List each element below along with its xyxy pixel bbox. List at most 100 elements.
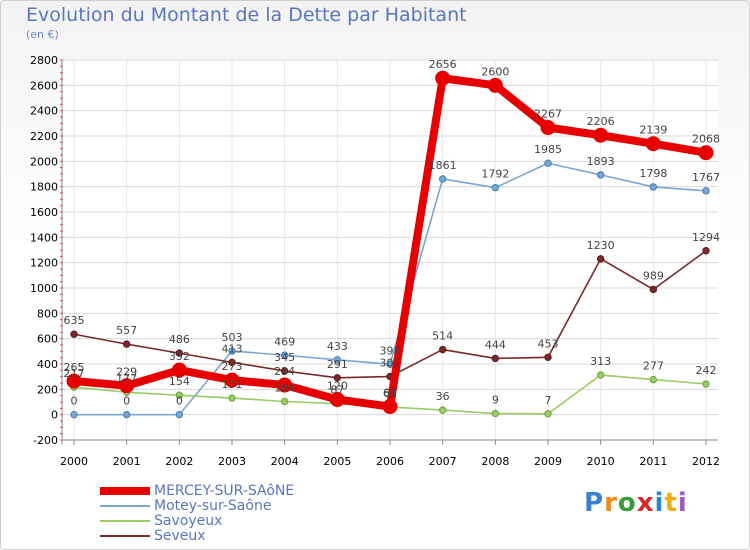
data-label: 2068 [692,133,720,146]
data-point [649,285,658,294]
data-point [649,183,658,191]
data-point [119,378,135,394]
data-label: 64 [383,387,397,400]
proxiti-logo: Proxiti [584,488,688,518]
x-tick-label: 2006 [376,455,404,468]
data-label: 61 [383,387,397,400]
data-point [544,410,552,418]
data-label: 433 [327,340,348,353]
data-point [596,171,605,179]
y-tick-label: 2600 [30,79,58,92]
data-label: 398 [380,344,401,357]
y-tick-label: 0 [51,409,58,422]
y-tick-label: 1200 [30,257,58,270]
legend-label: Seveux [154,528,206,544]
data-label: 313 [590,355,611,368]
x-tick-label: 2011 [639,455,667,468]
x-tick-label: 2004 [271,455,299,468]
data-label: 635 [64,314,85,327]
logo-letter: r [604,488,618,518]
data-point [224,372,240,388]
data-label: 453 [538,337,559,350]
data-point [544,353,552,361]
data-label: 273 [222,360,243,373]
y-tick-label: 1800 [30,181,58,194]
data-point [280,367,289,375]
data-point [487,77,503,93]
y-tick-label: 2000 [30,155,58,168]
data-label: 0 [123,395,130,408]
logo-letter: i [654,488,665,518]
data-label: 229 [116,366,137,379]
data-point [593,127,609,143]
chart-subtitle: (en €) [26,28,59,41]
data-label: 1294 [692,231,720,244]
data-label: 1985 [534,143,562,156]
data-point [698,145,714,161]
logo-letter: i [677,488,688,518]
data-point [329,391,345,407]
data-label: 345 [274,351,295,364]
logo-letter: x [636,488,655,518]
data-point [70,330,78,338]
data-label: 177 [116,372,137,385]
data-label: 1861 [429,159,457,172]
y-tick-label: 200 [37,383,58,396]
data-point [438,175,447,183]
data-point [175,349,184,357]
data-label: 1893 [587,155,615,168]
data-label: 352 [169,350,190,363]
legend-label: Motey-sur-Saône [154,498,272,514]
data-point [438,406,447,414]
legend-label: Savoyeux [154,513,223,529]
data-point [491,409,500,418]
y-tick-label: 600 [37,333,58,346]
data-point [333,356,342,364]
data-label: 444 [485,338,506,351]
data-label: 120 [327,379,348,392]
data-label: 0 [71,395,78,408]
data-point [277,377,293,393]
x-tick-label: 2002 [165,455,193,468]
data-point [596,371,605,379]
y-tick-label: 2200 [30,130,58,143]
data-label: 503 [222,331,243,344]
data-point [175,410,184,419]
data-point [702,247,710,255]
data-point [333,374,342,382]
x-tick-label: 2012 [692,455,720,468]
data-label: 154 [169,375,190,388]
data-label: 1792 [481,168,509,181]
data-point [645,136,661,152]
data-label: 486 [169,333,190,346]
data-label: 291 [327,358,348,371]
data-label: 989 [643,269,664,282]
logo-letter: t [664,488,678,518]
data-label: 131 [222,378,243,391]
legend-swatch [100,520,150,522]
data-label: 277 [643,360,664,373]
x-tick-label: 2001 [113,455,141,468]
data-point [171,362,187,378]
x-tick-label: 2003 [218,455,246,468]
data-label: 2600 [481,65,509,78]
data-label: 2206 [587,115,615,128]
logo-letter: P [584,488,605,518]
data-label: 557 [116,324,137,337]
data-label: 469 [274,335,295,348]
data-point [122,410,131,419]
legend-swatch [100,487,150,495]
y-tick-label: 400 [37,358,58,371]
y-tick-label: 2800 [30,54,58,67]
data-label: 1798 [639,167,667,180]
y-tick-label: 1000 [30,282,58,295]
data-point [70,410,78,419]
data-label: 1230 [587,239,615,252]
data-point [540,120,556,136]
data-point [228,394,236,402]
data-label: 514 [432,330,453,343]
logo-letter: o [617,488,637,518]
data-label: 7 [545,394,552,407]
x-tick-label: 2008 [481,455,509,468]
